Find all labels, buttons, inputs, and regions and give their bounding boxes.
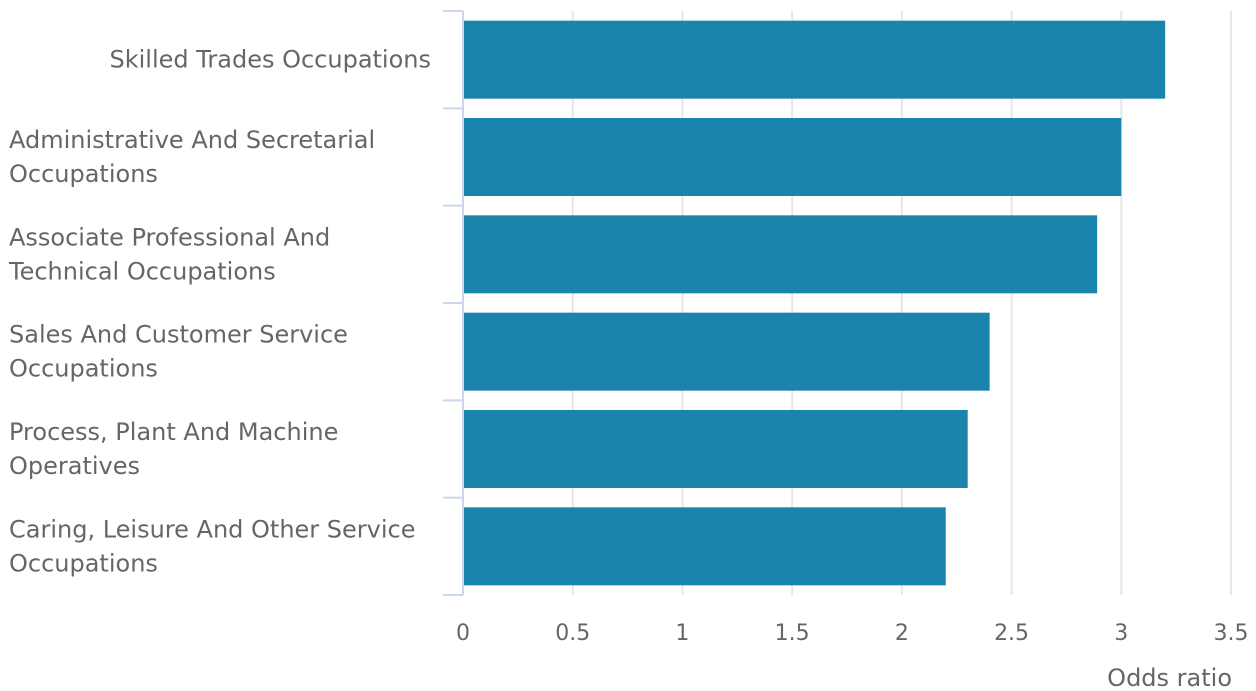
category-label-line: Operatives [9,452,140,480]
category-label-line: Sales And Customer Service [9,321,348,349]
category-label-line: Skilled Trades Occupations [109,46,431,74]
category-label: Process, Plant And Machine Operatives [9,418,338,480]
category-label-line: Technical Occupations [8,257,276,285]
category-label: Skilled Trades Occupations [109,46,431,74]
bar [464,312,990,391]
x-tick-label: 2.5 [994,621,1029,646]
x-tick-label: 1 [675,621,689,646]
x-tick-label: 0.5 [555,621,590,646]
category-label-line: Process, Plant And Machine [9,418,338,446]
x-tick-label: 1.5 [775,621,810,646]
bar [464,20,1166,99]
x-tick-label: 3.5 [1214,621,1249,646]
x-tick-label: 3 [1114,621,1128,646]
category-label-line: Administrative And Secretarial [9,126,375,154]
bar [464,410,968,488]
x-gridlines [571,11,1232,595]
bar [464,118,1122,196]
category-label-line: Occupations [9,549,158,577]
category-label: Caring, Leisure And Other Service Occupat… [9,515,416,577]
category-label: Administrative And Secretarial Occupation… [9,126,375,188]
x-tick-label: 0 [456,621,470,646]
category-axis [443,10,464,596]
x-axis-title: Odds ratio [1107,664,1232,691]
category-label-line: Associate Professional And [9,223,330,251]
category-label-line: Occupations [9,160,158,188]
category-label: Sales And Customer Service Occupations [9,321,348,383]
x-tick-labels: 0 0.5 1 1.5 2 2.5 3 3.5 [456,621,1249,646]
category-label-line: Caring, Leisure And Other Service [9,515,416,543]
bars [464,20,1166,586]
category-label: Associate Professional And Technical Occu… [8,223,330,285]
bar [464,215,1098,294]
x-tick-label: 2 [895,621,909,646]
bar [464,507,946,586]
category-label-line: Occupations [9,355,158,383]
category-labels: Skilled Trades Occupations Administrative… [8,46,431,578]
